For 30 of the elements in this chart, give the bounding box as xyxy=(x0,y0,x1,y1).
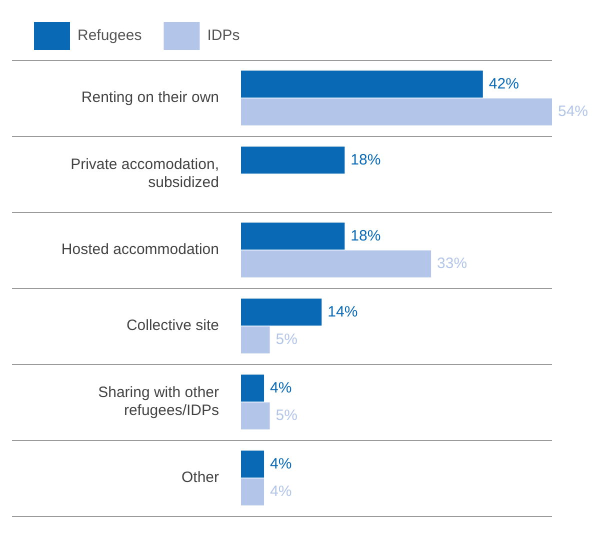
bar xyxy=(241,146,345,174)
bar xyxy=(241,374,264,402)
y-tick-label: Collective site xyxy=(126,317,219,334)
bar xyxy=(241,478,264,506)
y-tick-label: Sharing with other refugees/IDPs xyxy=(98,384,219,420)
data-label: 33% xyxy=(437,255,468,272)
data-label: 42% xyxy=(488,75,519,92)
bar xyxy=(241,450,264,478)
bar xyxy=(241,70,483,98)
data-label: 18% xyxy=(350,151,381,168)
bar xyxy=(241,250,432,278)
data-label: 14% xyxy=(328,303,358,320)
legend-label: Refugees xyxy=(78,27,142,44)
bar xyxy=(241,98,552,126)
data-label: 4% xyxy=(270,483,292,500)
data-label: 54% xyxy=(558,103,588,120)
bar xyxy=(241,402,270,430)
data-label: 4% xyxy=(270,455,292,472)
y-tick-label: Hosted accommodation xyxy=(61,241,219,258)
bar xyxy=(241,222,345,250)
legend-label: IDPs xyxy=(207,27,240,44)
bar xyxy=(241,326,270,354)
data-label: 18% xyxy=(350,227,381,244)
y-tick-label: Private accomodation, subsidized xyxy=(70,156,219,192)
y-tick-label: Other xyxy=(181,469,220,486)
y-tick-label: Renting on their own xyxy=(81,89,219,106)
data-label: 5% xyxy=(276,331,298,348)
data-label: 4% xyxy=(270,379,292,396)
data-label: 5% xyxy=(276,407,298,424)
bar xyxy=(241,298,322,326)
